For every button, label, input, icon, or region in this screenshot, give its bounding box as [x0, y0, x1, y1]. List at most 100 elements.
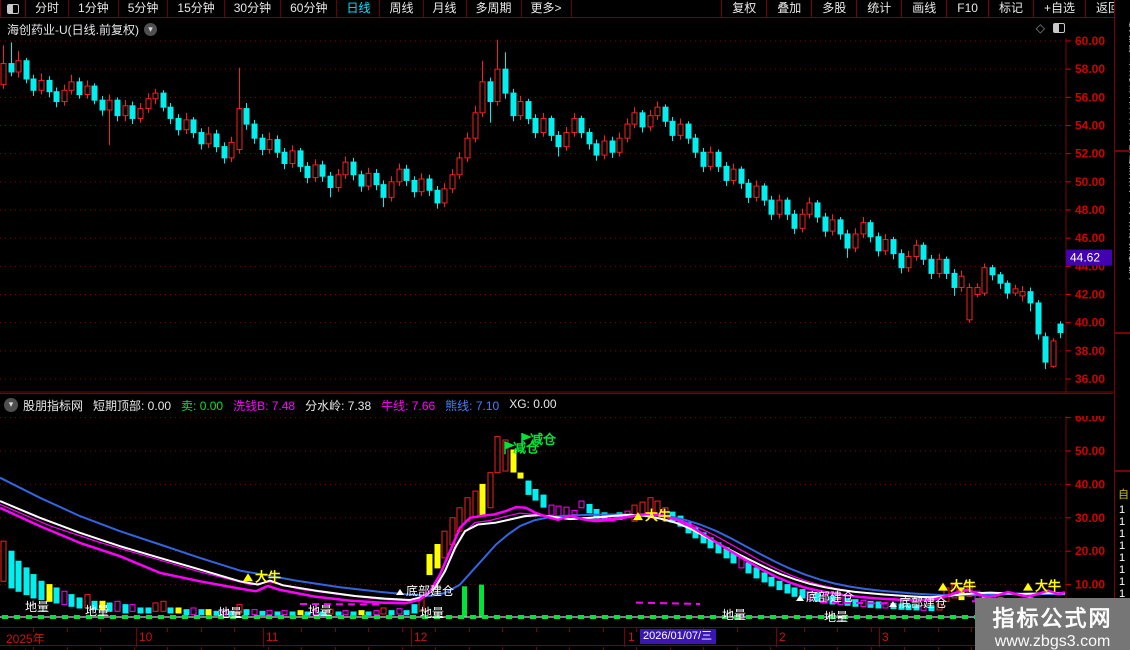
week-tick [536, 628, 537, 632]
month-separator [411, 628, 412, 647]
indicator-source-label[interactable]: 股朋指标网 [23, 398, 84, 413]
axis-tick-label: 52.00 [1075, 147, 1105, 161]
axis-tick-label: 50.00 [1075, 175, 1105, 189]
date-label: 1 [628, 630, 635, 644]
axis-tick-label: 20.00 [1075, 544, 1105, 558]
indicator-collapse-icon[interactable]: ▾ [4, 398, 18, 412]
date-label: 10 [139, 630, 153, 644]
period-tabs: 分时 1分钟 5分钟 15分钟 30分钟 60分钟 日线 周线 月线 多周期 更多> [26, 0, 572, 17]
date-label: 2 [779, 630, 786, 644]
layout-toggle-button[interactable] [0, 0, 26, 17]
date-label: 11 [266, 630, 279, 644]
clipped-tick [201, 647, 202, 650]
back-button[interactable]: 返回 [1084, 0, 1130, 17]
clipped-tick [134, 647, 135, 650]
add-watchlist-button[interactable]: +自选 [1032, 0, 1085, 17]
clipped-tick [301, 647, 302, 650]
week-tick [435, 628, 436, 632]
main-gridlines [0, 40, 1066, 380]
week-tick [502, 628, 503, 632]
more-menu[interactable]: 更多> [522, 0, 572, 17]
multi-stock-button[interactable]: 多股 [811, 0, 856, 17]
period-weekly[interactable]: 周线 [380, 0, 424, 17]
week-tick [234, 628, 235, 632]
indicator-field: 卖: 0.00 [181, 398, 224, 413]
title-bar: 海创药业-U(日线.前复权) ▾ ◇ [0, 19, 1113, 39]
green-volume-bar [479, 584, 484, 617]
axis-tick-label: 38.00 [1075, 344, 1105, 358]
green-volume-bar [462, 586, 467, 617]
week-tick [804, 628, 805, 632]
indicator-field: 牛线: 7.66 [381, 398, 436, 413]
clipped-tick [469, 647, 470, 650]
reduce-position-marker-label: 减仓 [530, 432, 557, 447]
axis-tick-label: 54.00 [1075, 118, 1105, 132]
clipped-tick [335, 647, 336, 650]
date-label: 2025年 [6, 632, 45, 646]
indicator-header: ▾ 股朋指标网 短期顶部: 0.00 卖: 0.00 洗钱B: 7.48 分水岭: 7… [0, 393, 1113, 416]
axis-tick-label: 40.00 [1075, 477, 1105, 491]
axis-tick-label: 56.00 [1075, 90, 1105, 104]
mark-button[interactable]: 标记 [987, 0, 1033, 17]
chart-title: 海创药业-U(日线.前复权) [7, 22, 139, 37]
axis-tick-label: 60.00 [1075, 34, 1105, 48]
diliang-label: 地量 [824, 610, 848, 624]
diamond-icon[interactable]: ◇ [1035, 21, 1045, 35]
main-candlestick-series [0, 39, 1064, 370]
week-tick [938, 628, 939, 632]
week-tick [871, 628, 872, 632]
diliang-label: 地量 [85, 604, 109, 618]
bull-marker-label: 大牛 [1035, 579, 1061, 594]
chevron-down-icon[interactable]: ▾ [144, 22, 157, 36]
clipped-tick [670, 647, 671, 650]
watermark: 指标公式网 www.zbgs3.com [975, 598, 1130, 650]
window-icon[interactable] [1053, 23, 1065, 33]
month-separator [263, 628, 264, 647]
week-tick [904, 628, 905, 632]
watermark-url: www.zbgs3.com [994, 633, 1111, 650]
bottom-build-marker-label: 底部建仓 [806, 589, 854, 604]
period-5min[interactable]: 5分钟 [119, 0, 169, 17]
period-daily[interactable]: 日线 [337, 0, 381, 17]
clipped-tick [268, 647, 269, 650]
period-60min[interactable]: 60分钟 [281, 0, 338, 17]
week-tick [167, 628, 168, 632]
right-edge-panel[interactable]: 短线精灵多空资金主力动向趋势持仓分价指标筹码统计 自 1 1 1 1 1 1 1… [1114, 0, 1130, 650]
month-separator [624, 628, 625, 647]
week-tick [971, 628, 972, 632]
window-split-icon [7, 3, 19, 14]
week-tick [569, 628, 570, 632]
period-30min[interactable]: 30分钟 [225, 0, 282, 17]
statistics-button[interactable]: 统计 [856, 0, 901, 17]
reduce-position-marker-label: 减仓 [513, 440, 540, 455]
right-strip-ones-column: 1 1 1 1 1 1 1 1 [1119, 504, 1126, 600]
clipped-tick [770, 647, 771, 650]
clipped-tick [636, 647, 637, 650]
axis-tick-label: 42.00 [1075, 287, 1105, 301]
period-15min[interactable]: 15分钟 [168, 0, 225, 17]
period-1min[interactable]: 1分钟 [69, 0, 119, 17]
f10-button[interactable]: F10 [946, 0, 988, 17]
period-realtime[interactable]: 分时 [26, 0, 70, 17]
week-tick [603, 628, 604, 632]
right-strip-clipped-text: 短线精灵多空资金主力动向趋势持仓分价指标筹码统计 [1126, 22, 1130, 286]
week-tick [402, 628, 403, 632]
adjust-rights-button[interactable]: 复权 [721, 0, 766, 17]
last-price-value: 44.62 [1070, 251, 1100, 265]
divider [1115, 332, 1130, 334]
date-axis[interactable]: 2025年 10 11 12 1 2 3 2026/01/07/三 [0, 627, 1130, 647]
period-monthly[interactable]: 月线 [424, 0, 467, 17]
clipped-tick [435, 647, 436, 650]
week-tick [335, 628, 336, 632]
overlay-button[interactable]: 叠加 [766, 0, 811, 17]
draw-line-button[interactable]: 画线 [901, 0, 946, 17]
clipped-tick [703, 647, 704, 650]
axis-tick-label: 36.00 [1075, 372, 1105, 386]
diliang-label: 地量 [218, 606, 242, 620]
period-multi[interactable]: 多周期 [467, 0, 522, 17]
week-tick [33, 628, 34, 632]
clipped-tick [569, 647, 570, 650]
week-tick [67, 628, 68, 632]
